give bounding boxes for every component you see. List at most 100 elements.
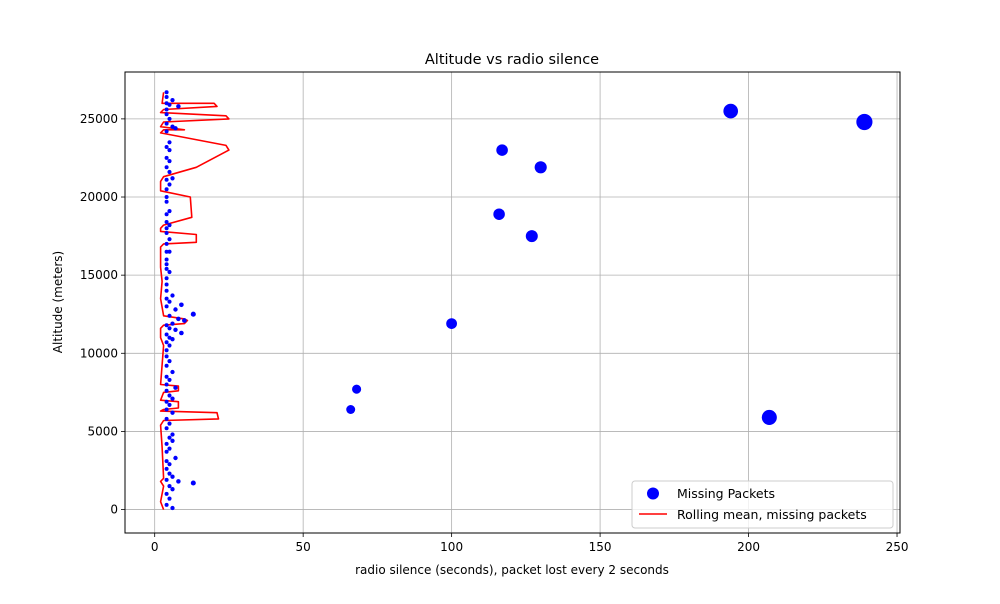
data-point [170,321,175,326]
data-point [167,209,172,214]
x-tick-label: 250 [886,540,909,554]
data-point [164,187,169,192]
data-point [190,311,196,317]
data-point [164,199,169,204]
data-point [164,94,169,100]
legend-label-rolling-mean: Rolling mean, missing packets [677,507,867,522]
data-point [164,112,169,117]
data-point [164,407,169,412]
data-point [173,126,178,131]
data-point [164,382,169,387]
data-point [190,480,196,486]
data-point [164,282,169,287]
data-point [164,129,169,134]
data-point [170,176,175,181]
data-point [164,121,169,126]
data-point [164,249,169,254]
data-point [164,348,169,353]
data-point [164,90,169,95]
data-point [167,116,172,121]
x-tick-label: 50 [296,540,311,554]
data-point [446,318,457,329]
data-point [164,212,169,217]
data-point [176,479,181,484]
data-point [164,107,169,112]
data-point [167,140,172,145]
legend-box [631,480,894,529]
data-point [179,302,184,308]
data-point [164,388,169,393]
data-point [167,402,172,407]
data-point [164,226,169,231]
x-tick-label: 100 [440,540,463,554]
data-point [164,449,169,454]
data-point [167,237,172,242]
data-point [167,159,172,164]
data-point [167,496,172,501]
data-point [346,405,356,414]
x-tick-label: 0 [151,540,159,554]
data-point [164,177,169,182]
data-point [164,165,169,170]
data-point [164,416,169,421]
data-point [856,113,873,131]
data-point [167,102,172,107]
data-point [170,487,175,492]
data-point [167,148,172,153]
data-point [164,332,169,337]
chart-legend: Missing Packets Rolling mean, missing pa… [631,480,894,529]
data-point [493,208,505,220]
data-point [164,288,169,293]
data-point [167,359,172,364]
data-point [525,230,538,243]
data-point [167,393,172,398]
data-point [164,374,169,379]
data-point [164,363,169,368]
data-point [761,409,777,425]
data-point [170,438,175,443]
data-point [164,502,169,507]
data-point [170,474,175,479]
data-point [164,241,169,246]
data-point [173,385,178,390]
data-point [170,97,175,103]
data-point [167,299,172,304]
data-point [164,194,169,200]
x-tick-label: 150 [589,540,612,554]
data-point [170,369,175,375]
data-point [352,384,362,394]
y-tick-label: 25000 [80,112,118,126]
data-point [167,421,172,426]
data-point [173,327,178,332]
data-point [167,446,172,451]
data-point [164,230,169,236]
data-point [167,169,172,175]
data-point [170,396,175,401]
data-point [170,293,175,298]
data-point [167,435,172,440]
data-point [164,262,169,267]
data-point [164,466,169,471]
y-tick-label: 0 [110,503,118,517]
data-point [167,484,172,489]
data-point [164,491,169,496]
data-point [176,104,181,109]
y-tick-label: 15000 [80,268,118,282]
data-point [173,455,178,461]
data-point [179,330,184,336]
data-point [167,269,172,275]
chart-title: Altitude vs radio silence [425,52,599,68]
data-point [164,155,169,160]
x-tick-label: 200 [737,540,760,554]
data-point [164,354,169,359]
data-point [164,144,169,150]
data-point [164,219,169,225]
data-point [164,276,169,281]
y-tick-label: 20000 [80,190,118,204]
scatter-points-layer [164,90,873,511]
data-point [167,377,172,382]
data-point [176,316,181,322]
y-tick-label: 5000 [87,424,118,438]
data-point [167,249,172,254]
